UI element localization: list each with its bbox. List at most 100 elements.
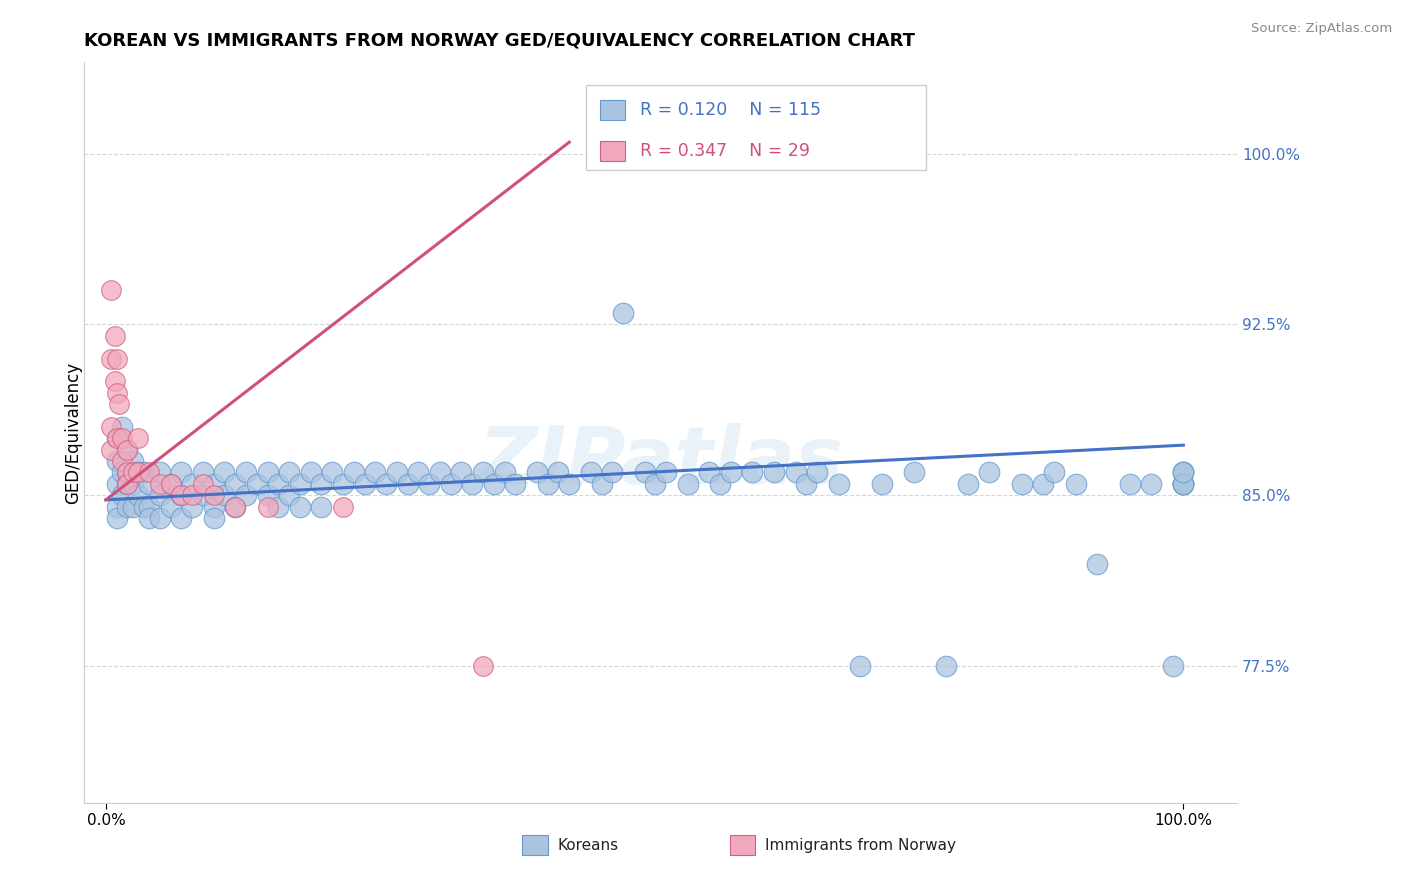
Point (127, 466, 149, 480)
Point (235, 466, 257, 480)
Point (111, 488, 134, 502)
Point (429, 466, 451, 480)
Point (105, 431, 128, 445)
Point (278, 466, 301, 480)
Point (396, 476, 419, 491)
Point (353, 476, 375, 491)
Point (482, 476, 505, 491)
Point (235, 488, 257, 502)
Point (612, 306, 634, 320)
Point (105, 500, 128, 514)
Point (385, 466, 408, 480)
Point (1173, 466, 1195, 480)
Point (191, 476, 214, 491)
Point (111, 454, 134, 468)
Point (505, 476, 527, 491)
Point (138, 466, 160, 480)
Point (100, 283, 122, 297)
Point (111, 420, 134, 434)
Point (256, 466, 278, 480)
Point (127, 431, 149, 445)
Point (461, 476, 484, 491)
Point (117, 476, 139, 491)
Point (579, 466, 602, 480)
Point (709, 476, 731, 491)
Point (494, 466, 516, 480)
Point (591, 476, 613, 491)
Point (1043, 466, 1066, 480)
Point (720, 466, 742, 480)
Point (1032, 476, 1054, 491)
Point (450, 466, 472, 480)
Point (1118, 476, 1140, 491)
Point (256, 488, 278, 502)
Point (332, 476, 354, 491)
Point (256, 500, 278, 514)
Point (117, 442, 139, 457)
Point (181, 488, 204, 502)
Point (655, 466, 678, 480)
Point (202, 500, 225, 514)
Point (697, 466, 720, 480)
Point (849, 659, 872, 673)
Point (202, 511, 225, 525)
Point (138, 476, 160, 491)
Point (440, 476, 463, 491)
Point (202, 488, 225, 502)
Point (785, 466, 807, 480)
Point (111, 431, 134, 445)
Point (1011, 476, 1033, 491)
Point (149, 511, 172, 525)
Point (117, 476, 139, 491)
Point (103, 328, 125, 343)
Point (1161, 659, 1184, 673)
Point (214, 488, 236, 502)
Point (159, 476, 181, 491)
Point (224, 476, 246, 491)
Point (224, 500, 246, 514)
Point (159, 500, 181, 514)
Point (105, 454, 128, 468)
Point (138, 500, 160, 514)
Point (472, 659, 495, 673)
Point (117, 500, 139, 514)
Point (159, 476, 181, 491)
Point (127, 488, 149, 502)
Point (602, 466, 624, 480)
Text: R = 0.120    N = 115: R = 0.120 N = 115 (640, 101, 821, 119)
Point (903, 466, 925, 480)
Point (121, 454, 143, 468)
Point (132, 466, 155, 480)
Point (1173, 476, 1195, 491)
Point (170, 511, 193, 525)
Point (956, 476, 979, 491)
Text: R = 0.347    N = 29: R = 0.347 N = 29 (640, 142, 810, 160)
Point (526, 466, 548, 480)
Point (214, 466, 236, 480)
Point (644, 476, 666, 491)
Point (170, 466, 193, 480)
Point (111, 466, 134, 480)
Point (547, 466, 569, 480)
Text: Koreans: Koreans (557, 838, 619, 853)
Text: Immigrants from Norway: Immigrants from Norway (765, 838, 956, 853)
Point (121, 466, 143, 480)
Point (278, 488, 301, 502)
Point (117, 442, 139, 457)
Point (132, 500, 155, 514)
Point (762, 466, 785, 480)
Point (1085, 557, 1108, 571)
Point (364, 466, 387, 480)
Point (935, 659, 957, 673)
Point (105, 476, 128, 491)
Point (105, 511, 128, 525)
Point (127, 466, 149, 480)
Point (170, 488, 193, 502)
Point (375, 476, 398, 491)
Point (1173, 476, 1195, 491)
Point (1173, 476, 1195, 491)
Point (311, 476, 333, 491)
Text: ZIPatlas: ZIPatlas (478, 423, 844, 501)
Point (117, 466, 139, 480)
Point (332, 500, 354, 514)
